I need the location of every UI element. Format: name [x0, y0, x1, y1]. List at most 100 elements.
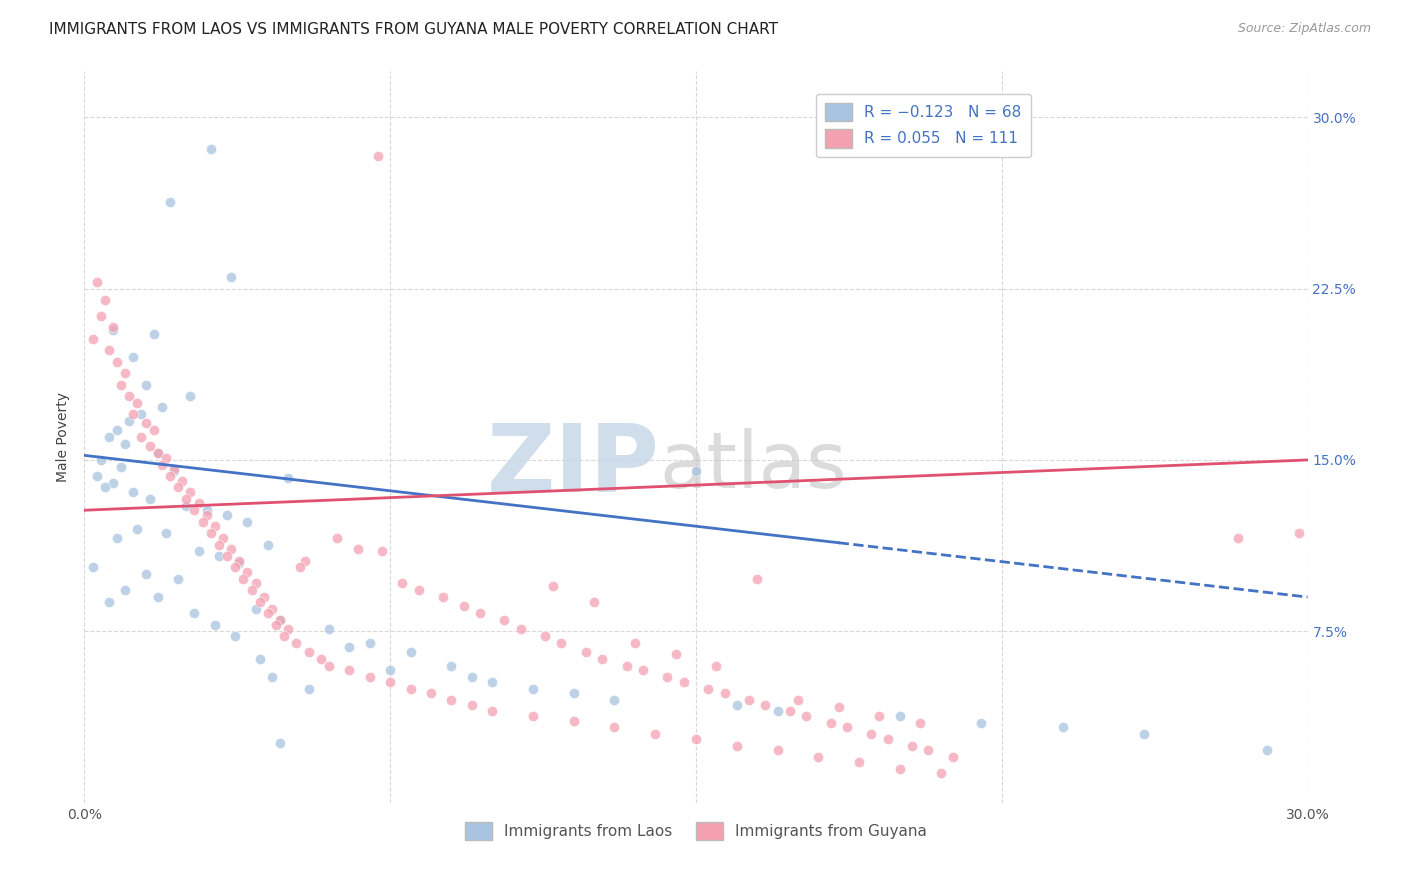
Point: [97, 430, 120, 444]
Point: [127, 396, 149, 410]
Point: [86, 469, 108, 483]
Point: [657, 670, 679, 684]
Point: [534, 629, 557, 643]
Point: [766, 705, 789, 719]
Point: [122, 485, 145, 500]
Point: [269, 736, 291, 750]
Point: [269, 613, 291, 627]
Point: [200, 142, 222, 156]
Point: [665, 647, 688, 661]
Point: [245, 601, 267, 615]
Text: atlas: atlas: [659, 428, 846, 504]
Point: [122, 407, 145, 421]
Point: [228, 556, 250, 570]
Point: [150, 458, 173, 472]
Point: [195, 503, 218, 517]
Point: [191, 515, 214, 529]
Point: [339, 663, 361, 677]
Point: [167, 480, 190, 494]
Point: [380, 663, 402, 677]
Point: [738, 693, 761, 707]
Point: [616, 658, 638, 673]
Point: [82, 560, 104, 574]
Point: [820, 715, 842, 730]
Point: [285, 636, 308, 650]
Point: [118, 414, 141, 428]
Point: [200, 526, 222, 541]
Point: [224, 560, 246, 574]
Point: [97, 343, 120, 358]
Point: [889, 709, 911, 723]
Legend: Immigrants from Laos, Immigrants from Guyana: Immigrants from Laos, Immigrants from Gu…: [458, 815, 934, 847]
Point: [747, 572, 769, 586]
Point: [367, 149, 389, 163]
Point: [232, 572, 254, 586]
Point: [929, 766, 952, 780]
Point: [290, 560, 312, 574]
Point: [339, 640, 361, 655]
Point: [114, 366, 136, 380]
Point: [481, 705, 503, 719]
Point: [326, 531, 349, 545]
Point: [131, 430, 153, 444]
Point: [142, 327, 165, 342]
Point: [219, 542, 242, 557]
Point: [1133, 727, 1156, 741]
Point: [889, 762, 911, 776]
Point: [848, 755, 870, 769]
Point: [86, 275, 108, 289]
Point: [754, 698, 776, 712]
Point: [440, 658, 463, 673]
Point: [150, 401, 173, 415]
Point: [101, 475, 124, 490]
Point: [787, 693, 810, 707]
Point: [118, 389, 141, 403]
Point: [163, 462, 186, 476]
Point: [970, 715, 993, 730]
Point: [155, 526, 177, 541]
Point: [224, 629, 246, 643]
Point: [828, 699, 851, 714]
Point: [294, 553, 316, 567]
Point: [685, 731, 707, 746]
Point: [93, 480, 115, 494]
Point: [208, 549, 231, 563]
Point: [1256, 743, 1278, 757]
Point: [163, 464, 186, 478]
Point: [562, 686, 585, 700]
Point: [672, 674, 695, 689]
Point: [183, 606, 205, 620]
Point: [277, 471, 299, 485]
Text: IMMIGRANTS FROM LAOS VS IMMIGRANTS FROM GUYANA MALE POVERTY CORRELATION CHART: IMMIGRANTS FROM LAOS VS IMMIGRANTS FROM …: [49, 22, 778, 37]
Point: [217, 549, 239, 563]
Point: [135, 377, 157, 392]
Point: [174, 491, 197, 506]
Point: [212, 531, 235, 545]
Point: [631, 663, 654, 677]
Point: [101, 323, 124, 337]
Point: [245, 576, 267, 591]
Point: [159, 469, 181, 483]
Point: [257, 537, 280, 551]
Point: [146, 590, 169, 604]
Point: [138, 439, 160, 453]
Point: [562, 714, 585, 728]
Point: [603, 720, 626, 734]
Point: [1288, 526, 1310, 541]
Point: [1052, 720, 1074, 734]
Point: [766, 743, 789, 757]
Point: [249, 652, 271, 666]
Point: [910, 715, 932, 730]
Point: [901, 739, 924, 753]
Point: [869, 709, 891, 723]
Point: [371, 544, 394, 558]
Point: [264, 617, 287, 632]
Point: [1227, 531, 1250, 545]
Point: [380, 674, 402, 689]
Point: [122, 350, 145, 364]
Point: [110, 377, 132, 392]
Point: [138, 491, 160, 506]
Point: [461, 698, 484, 712]
Point: [591, 652, 613, 666]
Point: [167, 572, 190, 586]
